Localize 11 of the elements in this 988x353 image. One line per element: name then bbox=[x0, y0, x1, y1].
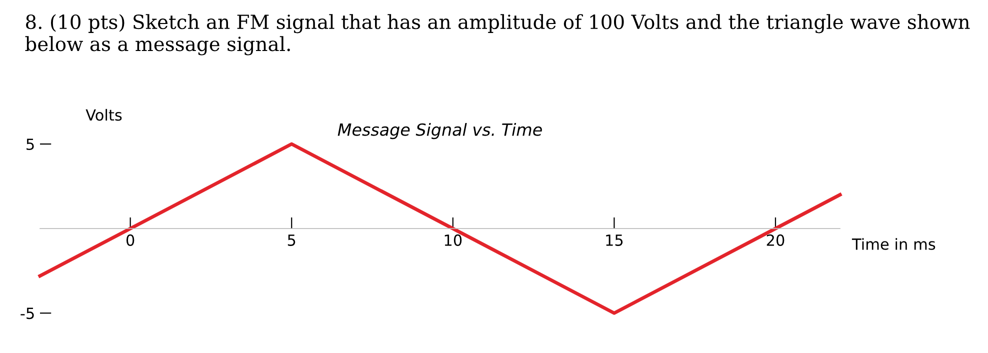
y-tick-label: -5 bbox=[20, 308, 34, 320]
line-series bbox=[38, 142, 842, 315]
x-tick-label: 10 bbox=[444, 234, 462, 246]
x-tick-label: 5 bbox=[288, 234, 296, 246]
y-axis-title: Volts bbox=[86, 108, 122, 121]
x-tick-label: 0 bbox=[126, 234, 134, 246]
x-tick-label: 20 bbox=[766, 234, 784, 246]
chart-title: Message Signal vs. Time bbox=[338, 123, 542, 140]
x-tick-label: 15 bbox=[606, 234, 623, 246]
text: 8. (10 pts) Sketch an FM signal that has an amplitude of 100 Volts and the triangle wave shown below as a message signal. bbox=[25, 14, 970, 56]
x-axis-title: Time in ms bbox=[852, 238, 936, 250]
